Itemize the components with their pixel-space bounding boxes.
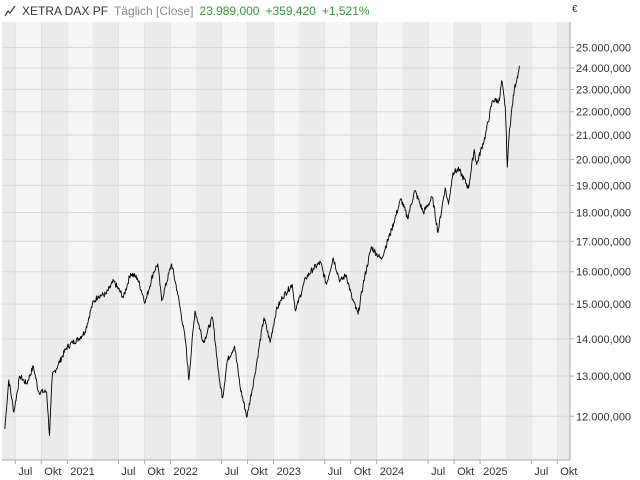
vertical-gridlines xyxy=(14,22,558,464)
x-tick-label: 2022 xyxy=(173,466,197,478)
last-price: 23.989,000 xyxy=(199,4,260,18)
y-tick-label: 24.000,000 xyxy=(576,63,631,75)
x-tick-label: Okt xyxy=(457,466,474,478)
y-tick-label: 19.000,000 xyxy=(576,180,631,192)
instrument-name: XETRA DAX PF xyxy=(22,4,109,18)
x-tick-label: Jul xyxy=(431,466,445,478)
y-tick-label: 16.000,000 xyxy=(576,267,631,279)
x-tick-label: Jul xyxy=(225,466,239,478)
line-chart-icon xyxy=(4,5,16,17)
y-tick-label: 18.000,000 xyxy=(576,208,631,220)
y-tick-label: 13.000,000 xyxy=(576,371,631,383)
x-tick-label: Okt xyxy=(560,466,577,478)
x-tick-label: Okt xyxy=(147,466,164,478)
x-tick-label: 2021 xyxy=(70,466,94,478)
x-tick-label: Jul xyxy=(121,466,135,478)
y-tick-label: 15.000,000 xyxy=(576,299,631,311)
y-tick-label: 25.000,000 xyxy=(576,42,631,54)
price-change: +359,420 xyxy=(265,4,316,18)
y-tick-label: 12.000,000 xyxy=(576,411,631,423)
x-tick-label: 2023 xyxy=(277,466,301,478)
x-tick-label: Okt xyxy=(44,466,61,478)
currency-label: € xyxy=(572,4,578,15)
y-axis-labels: 12.000,000 13.000,000 14.000,000 15.000,000… xyxy=(576,42,631,423)
series-line xyxy=(4,65,521,436)
x-tick-label: Okt xyxy=(251,466,268,478)
price-change-percent: +1,521% xyxy=(321,4,370,18)
x-tick-label: Jul xyxy=(328,466,342,478)
series-line-group xyxy=(4,65,521,436)
axes xyxy=(2,22,571,461)
y-tick-label: 21.000,000 xyxy=(576,130,631,142)
x-axis-labels: Jul Okt 2021 Jul Okt 2022 Jul Okt 2023 Jul Okt 2024… xyxy=(18,466,577,478)
x-tick-label: Jul xyxy=(534,466,548,478)
horizontal-gridlines xyxy=(2,46,574,417)
y-tick-label: 14.000,000 xyxy=(576,334,631,346)
chart-header: XETRA DAX PF Täglich [Close] 23.989,000 … xyxy=(4,2,374,20)
y-tick-label: 22.000,000 xyxy=(576,107,631,119)
interval-label: Täglich [Close] xyxy=(114,4,194,18)
x-tick-label: Okt xyxy=(354,466,371,478)
y-tick-label: 20.000,000 xyxy=(576,155,631,167)
y-tick-label: 17.000,000 xyxy=(576,236,631,248)
x-tick-label: Jul xyxy=(18,466,32,478)
y-tick-label: 23.000,000 xyxy=(576,84,631,96)
x-tick-label: 2024 xyxy=(380,466,404,478)
x-tick-label: 2025 xyxy=(483,466,507,478)
